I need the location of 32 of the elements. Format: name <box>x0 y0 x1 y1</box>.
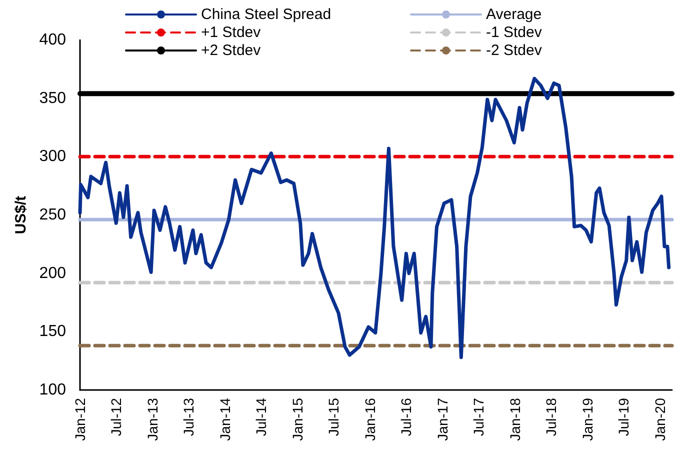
y-tick-label: 350 <box>39 90 66 107</box>
x-tick-label: Jul-12 <box>108 398 124 436</box>
x-tick-label: Jul-16 <box>398 398 414 436</box>
x-tick-label: Jul-13 <box>180 398 197 436</box>
x-tick-label: Jan-17 <box>434 398 451 441</box>
x-tick-label: Jan-16 <box>362 398 378 441</box>
legend-label: +1 Stdev <box>201 24 262 41</box>
x-tick-label: Jul-14 <box>253 398 270 436</box>
x-tick-label: Jan-18 <box>507 398 524 441</box>
legend-label: +2 Stdev <box>201 42 262 59</box>
x-tick-label: Jul-15 <box>326 398 342 436</box>
x-tick-label: Jan-14 <box>217 398 234 441</box>
line-series <box>78 76 671 360</box>
y-tick-label: 100 <box>39 382 66 398</box>
y-tick-label: 200 <box>39 264 66 282</box>
x-tick-label: Jul-18 <box>543 398 560 436</box>
legend-label: -2 Stdev <box>486 42 542 59</box>
legend-label: Average <box>486 6 542 23</box>
legend-label: China Steel Spread <box>201 6 332 23</box>
x-tick-label: Jul-19 <box>616 398 632 436</box>
x-tick-label: Jan-12 <box>72 398 88 441</box>
y-tick-label: 150 <box>39 323 66 340</box>
y-tick-label: 400 <box>39 32 66 48</box>
x-tick-label: Jan-19 <box>580 398 596 441</box>
y-tick-label: 250 <box>39 206 66 224</box>
y-tick-label: 300 <box>39 148 66 166</box>
x-tick-label: Jan-20 <box>652 398 668 441</box>
legend-label: -1 Stdev <box>486 24 542 41</box>
x-tick-label: Jul-17 <box>470 398 487 436</box>
y-axis-title: US$/t <box>12 196 30 234</box>
x-tick-label: Jan-13 <box>144 398 161 441</box>
x-tick-label: Jan-15 <box>290 398 306 441</box>
